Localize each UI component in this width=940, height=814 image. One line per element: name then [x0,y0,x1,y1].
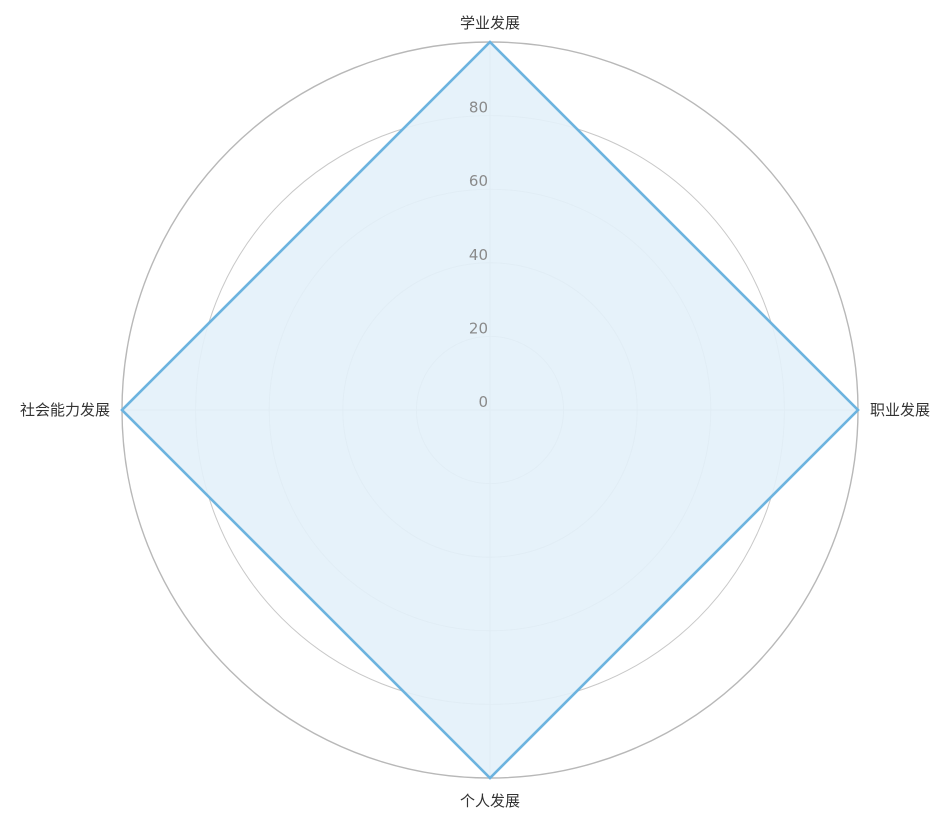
axis-label-3: 社会能力发展 [20,401,110,419]
axis-label-0: 学业发展 [460,14,520,32]
tick-label-80: 80 [469,99,488,117]
axis-label-1: 职业发展 [870,401,930,419]
tick-label-0: 0 [478,393,488,411]
axis-label-2: 个人发展 [460,792,520,810]
radar-series [120,40,860,780]
series-area-0 [120,40,860,780]
tick-label-60: 60 [469,172,488,190]
tick-label-40: 40 [469,246,488,264]
tick-label-20: 20 [469,319,488,337]
radar-tick-labels: 0 20 40 60 80 [469,99,488,411]
